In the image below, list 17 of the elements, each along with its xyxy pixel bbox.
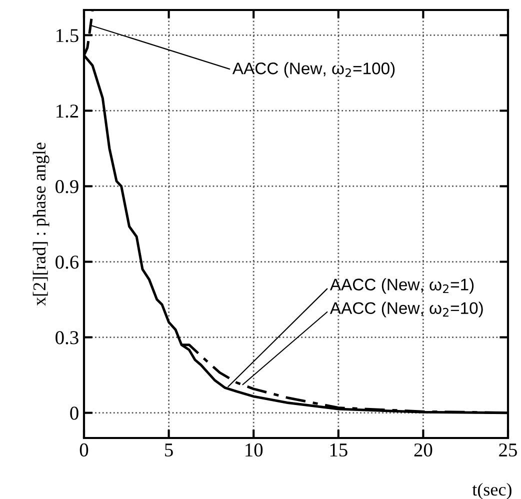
annotation: AACC (New, ω$_{2}$=100) bbox=[232, 62, 395, 78]
y-tick-label: 1.5 bbox=[56, 29, 78, 42]
y-tick-label: 0.6 bbox=[56, 256, 79, 269]
x-tick-label: 10 bbox=[246, 443, 263, 457]
annotation: AACC (New, ω$_{2}$=10) bbox=[330, 302, 483, 318]
x-axis-title: t(sec) bbox=[472, 482, 512, 499]
y-tick-label: 0 bbox=[70, 406, 78, 420]
y-axis-title: x[2][rad] : phase angle bbox=[32, 142, 50, 306]
x-tick-label: 25 bbox=[499, 443, 517, 457]
annotation: AACC (New, ω$_{2}$=1) bbox=[330, 278, 474, 294]
x-tick-label: 20 bbox=[414, 443, 432, 457]
y-tick-label: 0.3 bbox=[56, 331, 78, 344]
y-tick-label: 0.9 bbox=[56, 180, 78, 194]
x-tick-label: 5 bbox=[165, 444, 173, 457]
x-tick-label: 15 bbox=[330, 444, 348, 457]
y-tick-label: 1.2 bbox=[56, 104, 78, 118]
x-tick-label: 0 bbox=[80, 443, 88, 457]
